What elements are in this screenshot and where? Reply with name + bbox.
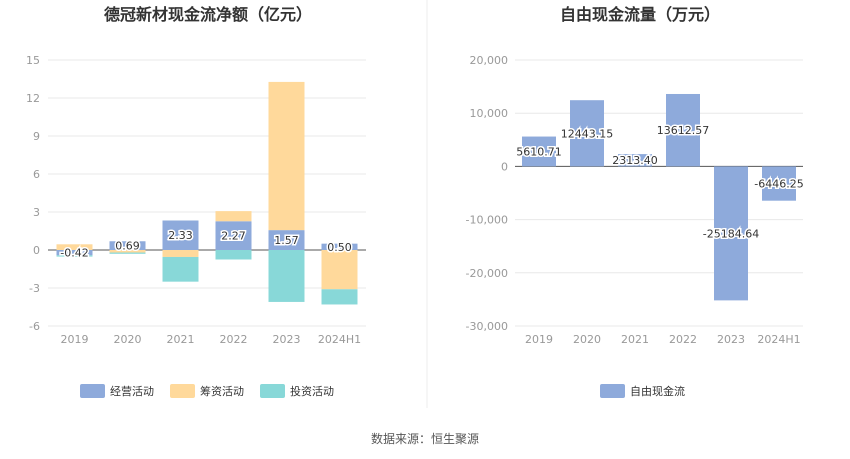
bar-投资活动-2023	[268, 250, 305, 302]
bar-投资活动-2021	[162, 256, 199, 282]
right-chart-legend: 自由现金流	[600, 384, 685, 398]
y-tick-label: 20,000	[470, 54, 509, 67]
right-chart-data-labels: 5610.71 12443.15 2313.40 13612.57 -25184.64 -…	[515, 123, 805, 242]
bar-经营活动-2019	[56, 250, 93, 256]
data-label: -6446.25	[754, 178, 803, 191]
bar-经营活动-2022	[215, 221, 252, 250]
left-chart-y-axis: 15 12 9 6 3 0 -3 -6	[26, 54, 40, 333]
right-chart-title: 自由现金流量（万元）	[560, 5, 720, 24]
bar-投资活动-2024H1	[321, 289, 358, 305]
y-tick-label: 0	[501, 160, 508, 173]
x-tick-label: 2024H1	[757, 333, 800, 346]
y-tick-label: 9	[33, 130, 40, 143]
data-label: 13612.57	[657, 124, 710, 137]
left-chart-x-axis: 2019 2020 2021 2022 2023 2024H1	[61, 333, 362, 346]
legend-swatch	[80, 384, 105, 398]
y-tick-label: 0	[33, 244, 40, 257]
data-source-note: 数据来源：恒生聚源	[371, 431, 479, 446]
left-chart-legend: 经营活动 筹资活动 投资活动	[80, 384, 334, 398]
bar-自由现金流-2020	[570, 100, 604, 167]
x-tick-label: 2023	[717, 333, 745, 346]
left-chart-data-labels: -0.42 0.69 2.33 2.27 1.57 0.50	[59, 228, 353, 261]
bar-筹资活动-2019	[56, 244, 93, 250]
data-label: 0.69	[115, 240, 140, 253]
free-cash-flow-chart: 自由现金流量（万元） 5610.71 12443.15 2313.40 13612.5…	[466, 5, 805, 398]
data-label: -0.42	[60, 247, 88, 260]
y-tick-label: 6	[33, 168, 40, 181]
x-tick-label: 2019	[525, 333, 553, 346]
y-tick-label: -3	[29, 282, 40, 295]
bar-自由现金流-2023	[714, 166, 748, 301]
y-tick-label: -30,000	[466, 320, 508, 333]
x-tick-label: 2023	[273, 333, 301, 346]
legend-label: 经营活动	[110, 384, 154, 398]
data-label: 2.27	[221, 230, 246, 243]
x-tick-label: 2024H1	[318, 333, 361, 346]
right-chart-bars	[522, 93, 796, 301]
left-chart-bars	[56, 81, 358, 305]
cash-flow-chart: 德冠新材现金流净额（亿元） -0.420.692.33 2.27 1.570.50 …	[26, 5, 366, 398]
bar-投资活动-2019	[56, 255, 93, 257]
bar-经营活动-2020	[109, 241, 146, 250]
right-chart-y-axis: 20,000 10,000 0 -10,000 -20,000 -30,000	[466, 54, 508, 333]
bar-投资活动-2022	[215, 250, 252, 260]
bar-经营活动-2023	[268, 230, 305, 250]
bar-筹资活动-2024H1	[321, 250, 358, 290]
x-tick-label: 2022	[669, 333, 697, 346]
x-tick-label: 2021	[621, 333, 649, 346]
right-chart-grid	[515, 59, 803, 327]
bar-自由现金流-2024H1	[762, 166, 796, 201]
y-tick-label: -20,000	[466, 267, 508, 280]
bar-筹资活动-2023	[268, 81, 305, 231]
legend-label: 投资活动	[290, 384, 334, 398]
bar-自由现金流-2019	[522, 136, 556, 167]
legend-label: 自由现金流	[630, 384, 685, 398]
bar-自由现金流-2021	[618, 154, 652, 167]
bar-投资活动-2020	[109, 252, 146, 254]
data-label: 2.33	[168, 229, 193, 242]
x-tick-label: 2020	[114, 333, 142, 346]
x-tick-label: 2019	[61, 333, 89, 346]
bar-经营活动-2024H1	[321, 243, 358, 250]
bar-经营活动-2021	[162, 220, 199, 250]
y-tick-label: -6	[29, 320, 40, 333]
legend-label: 筹资活动	[200, 384, 244, 398]
bar-筹资活动-2022	[215, 211, 252, 222]
left-chart-grid	[48, 59, 366, 327]
y-tick-label: -10,000	[466, 214, 508, 227]
data-label: 12443.15	[561, 127, 614, 140]
legend-swatch	[170, 384, 195, 398]
right-chart-x-axis: 2019 2020 2021 2022 2023 2024H1	[525, 333, 801, 346]
data-label: 2313.40	[612, 154, 658, 167]
x-tick-label: 2021	[167, 333, 195, 346]
y-tick-label: 3	[33, 206, 40, 219]
bar-筹资活动-2021	[162, 250, 199, 257]
bar-自由现金流-2022	[666, 93, 700, 167]
x-tick-label: 2020	[573, 333, 601, 346]
legend-swatch	[260, 384, 285, 398]
legend-swatch	[600, 384, 625, 398]
data-label: 5610.71	[516, 145, 562, 158]
y-tick-label: 12	[26, 92, 40, 105]
y-tick-label: 15	[26, 54, 40, 67]
left-chart-title: 德冠新材现金流净额（亿元）	[104, 5, 312, 24]
data-label: 1.57	[274, 234, 299, 247]
x-tick-label: 2022	[220, 333, 248, 346]
y-tick-label: 10,000	[470, 107, 509, 120]
bar-筹资活动-2020	[109, 250, 146, 253]
data-label: -25184.64	[703, 227, 759, 240]
data-label: 0.50	[327, 241, 352, 254]
